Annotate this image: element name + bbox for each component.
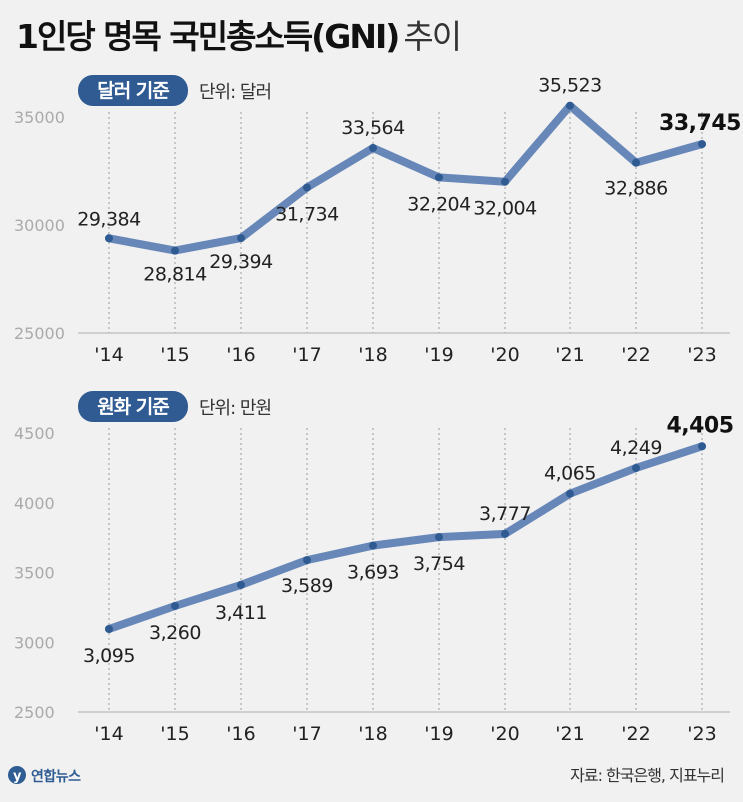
krw-data-label-4: 3,693 bbox=[347, 562, 399, 584]
krw-x-tick-7: '21 bbox=[555, 723, 584, 745]
krw-x-tick-1: '15 bbox=[160, 723, 189, 745]
credit-logo: y 연합뉴스 bbox=[8, 766, 82, 785]
krw-badge bbox=[78, 391, 188, 422]
krw-point-1 bbox=[171, 601, 179, 610]
krw-x-tick-6: '20 bbox=[490, 723, 519, 745]
title-sub: 추이 bbox=[403, 17, 462, 56]
usd-point-9 bbox=[698, 140, 706, 149]
usd-x-tick-1: '15 bbox=[160, 344, 189, 366]
krw-x-tick-9: '23 bbox=[687, 723, 716, 745]
usd-data-label-4: 33,564 bbox=[341, 117, 405, 139]
krw-data-label-5: 3,754 bbox=[413, 553, 465, 575]
usd-point-6 bbox=[501, 177, 509, 186]
usd-point-8 bbox=[632, 158, 640, 167]
krw-point-3 bbox=[303, 556, 311, 565]
usd-y-tick-2: 35000 bbox=[14, 108, 65, 127]
krw-x-tick-3: '17 bbox=[292, 723, 321, 745]
krw-y-tick-2: 3500 bbox=[14, 564, 55, 583]
usd-data-label-2: 29,394 bbox=[209, 251, 273, 273]
krw-series-line bbox=[105, 442, 706, 633]
krw-point-6 bbox=[501, 529, 509, 538]
krw-x-tick-5: '19 bbox=[424, 723, 453, 745]
krw-point-8 bbox=[632, 464, 640, 473]
krw-data-label-8: 4,249 bbox=[610, 437, 662, 459]
usd-x-tick-8: '22 bbox=[621, 344, 650, 366]
credit-label: 연합뉴스 bbox=[31, 768, 81, 785]
krw-x-tick-2: '16 bbox=[226, 723, 255, 745]
svg-text:y: y bbox=[13, 769, 22, 784]
usd-x-tick-0: '14 bbox=[94, 344, 123, 366]
usd-data-label-9: 33,745 bbox=[659, 111, 741, 136]
krw-point-9 bbox=[698, 442, 706, 451]
usd-y-tick-1: 30000 bbox=[14, 216, 65, 235]
krw-data-label-7: 4,065 bbox=[544, 463, 596, 485]
usd-data-label-3: 31,734 bbox=[275, 204, 339, 226]
krw-y-tick-1: 3000 bbox=[14, 633, 55, 652]
usd-x-tick-6: '20 bbox=[490, 344, 519, 366]
usd-y-tick-0: 25000 bbox=[14, 324, 65, 343]
usd-x-tick-4: '18 bbox=[358, 344, 387, 366]
krw-x-tick-0: '14 bbox=[94, 723, 123, 745]
usd-point-7 bbox=[566, 101, 574, 110]
krw-point-2 bbox=[237, 580, 245, 589]
credit-logo-icon bbox=[8, 766, 26, 784]
krw-point-0 bbox=[105, 624, 113, 633]
usd-unit-label: 단위: 달러 bbox=[199, 82, 271, 103]
usd-data-label-7: 35,523 bbox=[538, 75, 601, 97]
usd-chart: 25000 30000 35000 '14 '15 '16 '17 '18 '19 '20 '21 '… bbox=[14, 75, 741, 366]
usd-point-2 bbox=[237, 234, 245, 243]
usd-data-label-6: 32,004 bbox=[473, 198, 537, 220]
krw-data-label-9: 4,405 bbox=[666, 413, 733, 438]
krw-y-tick-3: 4000 bbox=[14, 494, 55, 513]
usd-x-tick-7: '21 bbox=[555, 344, 584, 366]
usd-badge bbox=[78, 75, 188, 106]
krw-point-4 bbox=[369, 541, 377, 550]
usd-point-0 bbox=[105, 234, 113, 243]
krw-data-label-2: 3,411 bbox=[215, 602, 267, 624]
usd-point-3 bbox=[303, 183, 311, 192]
krw-point-7 bbox=[566, 489, 574, 498]
usd-data-label-8: 32,886 bbox=[604, 178, 667, 200]
source-note: 자료: 한국은행, 지표누리 bbox=[570, 766, 724, 785]
usd-x-tick-5: '19 bbox=[424, 344, 453, 366]
krw-y-tick-4: 4500 bbox=[14, 424, 55, 443]
usd-x-tick-2: '16 bbox=[226, 344, 255, 366]
usd-data-label-0: 29,384 bbox=[77, 208, 141, 230]
krw-chart: 2500 3000 3500 4000 4500 '14 '15 '16 '17 '18 '19 '2… bbox=[14, 391, 734, 745]
page-title: 1인당 명목 국민총소득(GNI) 추이 bbox=[16, 10, 462, 58]
usd-series-line bbox=[105, 101, 706, 255]
krw-point-5 bbox=[435, 533, 443, 542]
krw-x-tick-8: '22 bbox=[621, 723, 650, 745]
usd-x-tick-9: '23 bbox=[687, 344, 716, 366]
krw-y-tick-0: 2500 bbox=[14, 703, 55, 722]
usd-point-1 bbox=[171, 246, 179, 255]
krw-unit-label: 단위: 만원 bbox=[199, 398, 271, 419]
krw-data-label-1: 3,260 bbox=[149, 622, 201, 644]
title-main: 1인당 명목 국민총소득(GNI) bbox=[16, 17, 400, 56]
krw-data-label-0: 3,095 bbox=[83, 645, 135, 667]
krw-badge-label: 원화 기준 bbox=[97, 396, 169, 418]
usd-x-tick-3: '17 bbox=[292, 344, 321, 366]
krw-data-label-3: 3,589 bbox=[281, 575, 333, 597]
usd-data-label-5: 32,204 bbox=[407, 193, 471, 215]
krw-x-tick-4: '18 bbox=[358, 723, 387, 745]
usd-data-label-1: 28,814 bbox=[143, 264, 207, 286]
usd-point-5 bbox=[435, 173, 443, 182]
usd-badge-label: 달러 기준 bbox=[97, 80, 169, 102]
krw-data-label-6: 3,777 bbox=[479, 503, 531, 525]
usd-point-4 bbox=[369, 144, 377, 153]
